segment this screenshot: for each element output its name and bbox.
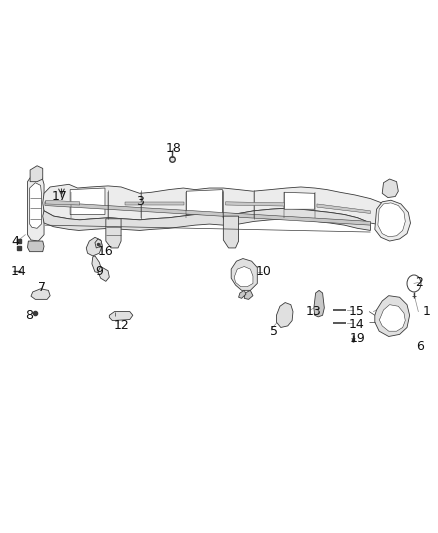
Text: 1: 1: [423, 305, 431, 318]
Polygon shape: [31, 289, 50, 300]
Polygon shape: [276, 303, 293, 327]
Polygon shape: [375, 296, 410, 336]
Polygon shape: [92, 256, 102, 273]
Text: 14: 14: [349, 318, 364, 332]
Text: 8: 8: [25, 309, 33, 322]
Polygon shape: [231, 259, 257, 290]
Polygon shape: [45, 202, 371, 225]
Text: 19: 19: [350, 332, 365, 344]
Text: 13: 13: [306, 305, 322, 318]
Polygon shape: [28, 241, 44, 252]
Text: 3: 3: [136, 195, 144, 208]
Text: 4: 4: [11, 235, 19, 247]
Polygon shape: [98, 266, 110, 281]
Polygon shape: [46, 200, 80, 205]
Polygon shape: [244, 290, 253, 300]
Polygon shape: [223, 216, 239, 248]
Text: 14: 14: [11, 265, 27, 278]
Polygon shape: [317, 204, 371, 214]
Polygon shape: [43, 208, 371, 230]
Polygon shape: [28, 172, 44, 241]
Text: 18: 18: [166, 142, 182, 155]
Text: 16: 16: [98, 245, 114, 258]
Polygon shape: [239, 290, 246, 298]
Polygon shape: [106, 219, 121, 248]
Polygon shape: [30, 183, 42, 228]
Text: 7: 7: [38, 281, 46, 294]
Polygon shape: [125, 202, 184, 205]
Text: 6: 6: [416, 340, 424, 352]
Polygon shape: [186, 190, 223, 215]
Text: 12: 12: [114, 319, 129, 333]
Polygon shape: [86, 237, 102, 256]
Polygon shape: [30, 166, 43, 182]
Polygon shape: [375, 200, 410, 241]
Text: 5: 5: [270, 325, 279, 338]
Text: 9: 9: [95, 265, 103, 278]
Text: 2: 2: [415, 276, 423, 289]
Polygon shape: [110, 312, 133, 320]
Polygon shape: [234, 266, 253, 287]
Polygon shape: [382, 179, 398, 198]
Polygon shape: [378, 203, 405, 237]
Polygon shape: [379, 305, 405, 331]
Polygon shape: [284, 192, 315, 209]
Text: 10: 10: [256, 265, 272, 278]
Polygon shape: [95, 239, 102, 248]
Polygon shape: [43, 184, 396, 225]
Polygon shape: [70, 188, 105, 215]
Text: 15: 15: [349, 305, 364, 318]
Polygon shape: [314, 290, 324, 317]
Polygon shape: [226, 202, 284, 206]
Text: 17: 17: [51, 190, 67, 203]
